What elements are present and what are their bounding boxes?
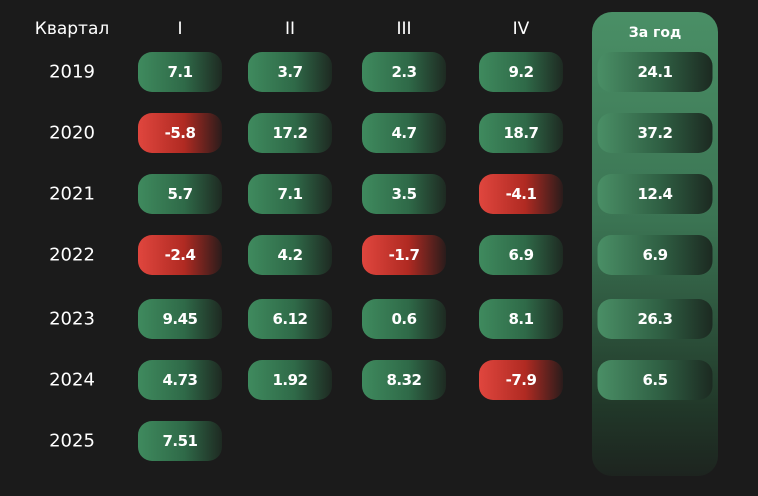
cell-2024-q2: 1.92 bbox=[248, 360, 332, 400]
header-q2: II bbox=[284, 19, 296, 39]
header-q4: IV bbox=[512, 19, 530, 39]
cell-2023-q4: 8.1 bbox=[479, 299, 563, 339]
cell-2022-q4: 6.9 bbox=[479, 235, 563, 275]
cell-2023-total: 26.3 bbox=[597, 299, 713, 339]
cell-2019-q1: 7.1 bbox=[138, 52, 222, 92]
row-year-label: 2022 bbox=[49, 244, 95, 266]
header-q3: III bbox=[396, 19, 412, 39]
cell-2020-q3: 4.7 bbox=[362, 113, 446, 153]
cell-2024-q3: 8.32 bbox=[362, 360, 446, 400]
cell-2019-total: 24.1 bbox=[597, 52, 713, 92]
row-year-label: 2023 bbox=[49, 308, 95, 330]
cell-2019-q2: 3.7 bbox=[248, 52, 332, 92]
cell-2022-q1: -2.4 bbox=[138, 235, 222, 275]
cell-2021-q2: 7.1 bbox=[248, 174, 332, 214]
cell-2023-q3: 0.6 bbox=[362, 299, 446, 339]
cell-2021-q3: 3.5 bbox=[362, 174, 446, 214]
cell-2021-q4: -4.1 bbox=[479, 174, 563, 214]
row-year-label: 2019 bbox=[49, 61, 95, 83]
cell-2022-q2: 4.2 bbox=[248, 235, 332, 275]
cell-2020-total: 37.2 bbox=[597, 113, 713, 153]
header-q1: I bbox=[177, 19, 183, 39]
cell-2020-q4: 18.7 bbox=[479, 113, 563, 153]
row-year-label: 2020 bbox=[49, 122, 95, 144]
cell-2024-q4: -7.9 bbox=[479, 360, 563, 400]
cell-2022-q3: -1.7 bbox=[362, 235, 446, 275]
cell-2020-q1: -5.8 bbox=[138, 113, 222, 153]
cell-2025-q1: 7.51 bbox=[138, 421, 222, 461]
cell-2021-total: 12.4 bbox=[597, 174, 713, 214]
row-year-label: 2025 bbox=[49, 430, 95, 452]
cell-2023-q2: 6.12 bbox=[248, 299, 332, 339]
row-year-label: 2021 bbox=[49, 183, 95, 205]
cell-2019-q3: 2.3 bbox=[362, 52, 446, 92]
header-quarter-label: Квартал bbox=[34, 19, 110, 39]
cell-2020-q2: 17.2 bbox=[248, 113, 332, 153]
cell-2019-q4: 9.2 bbox=[479, 52, 563, 92]
cell-2023-q1: 9.45 bbox=[138, 299, 222, 339]
cell-2024-total: 6.5 bbox=[597, 360, 713, 400]
cell-2022-total: 6.9 bbox=[597, 235, 713, 275]
cell-2021-q1: 5.7 bbox=[138, 174, 222, 214]
row-year-label: 2024 bbox=[49, 369, 95, 391]
cell-2024-q1: 4.73 bbox=[138, 360, 222, 400]
header-year-total: За год bbox=[628, 25, 682, 41]
